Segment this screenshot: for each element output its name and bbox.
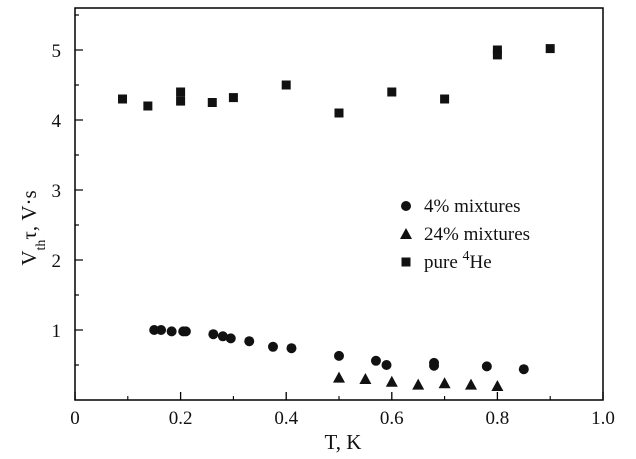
x-tick-label: 0.6 <box>380 408 404 429</box>
square-data-point <box>440 94 450 104</box>
tick-labels: 0 0.2 0.4 0.6 0.8 1.0 1 2 3 4 5 <box>52 41 615 429</box>
legend-label: 24% mixtures <box>424 224 530 245</box>
circle-data-point <box>156 325 167 335</box>
circle-data-point <box>225 333 236 344</box>
square-data-point <box>492 45 502 55</box>
legend-label: pure 4He <box>424 249 492 273</box>
circle-data-point <box>429 360 440 371</box>
plot-frame <box>74 7 604 401</box>
triangle-data-point <box>385 375 398 387</box>
legend-label-text-end: He <box>470 252 492 273</box>
circle-data-point <box>166 326 177 337</box>
legend-marker-circle <box>401 201 411 211</box>
triangle-data-point <box>333 371 345 383</box>
x-axis-title: T, K <box>325 430 362 454</box>
square-data-point <box>228 93 238 103</box>
square-data-point <box>492 50 502 60</box>
circle-data-point <box>381 360 392 370</box>
circle-data-point <box>334 350 344 361</box>
circle-data-point <box>481 361 492 372</box>
y-axis-title: Vthτ, V·s <box>17 190 49 265</box>
y-tick-label: 5 <box>52 41 62 62</box>
y-axis-title-rest: τ, V·s <box>17 190 41 239</box>
x-tick-label: 0.4 <box>274 408 298 429</box>
x-tick-label: 0.8 <box>486 408 510 429</box>
square-data-point <box>118 94 128 104</box>
square-data-point <box>334 108 344 118</box>
legend-label-text: 4% mixtures <box>424 196 521 217</box>
square-data-point <box>387 87 397 97</box>
y-tick-label: 2 <box>52 251 62 272</box>
square-data-point <box>176 96 186 106</box>
triangle-data-point <box>412 378 425 390</box>
x-tick-label: 1.0 <box>591 408 615 429</box>
square-data-point <box>281 80 291 90</box>
legend-label-text: pure <box>424 252 463 273</box>
square-data-point <box>207 98 217 107</box>
circle-data-point <box>286 343 297 354</box>
circle-data-point <box>149 325 160 335</box>
legend-label-text: 24% mixtures <box>424 224 530 245</box>
triangle-data-point <box>465 378 477 390</box>
circle-data-point <box>370 355 381 366</box>
circle-data-point <box>180 326 191 337</box>
x-tick-label: 0.2 <box>169 408 193 429</box>
y-axis-title-main: V <box>17 251 41 266</box>
x-tick-label: 0 <box>70 408 80 429</box>
triangle-data-point <box>491 380 504 391</box>
y-tick-label: 4 <box>52 111 62 132</box>
axes <box>74 7 604 401</box>
circle-data-point <box>208 329 219 340</box>
triangle-data-point <box>438 377 451 389</box>
square-data-point <box>545 44 555 54</box>
square-data-point <box>143 101 153 111</box>
circle-data-point <box>518 364 529 375</box>
y-tick-label: 3 <box>52 181 62 202</box>
legend: 4% mixtures 24% mixtures pure 4He <box>400 196 530 273</box>
square-data-point <box>176 87 186 97</box>
legend-marker-square <box>401 257 411 267</box>
circle-data-point <box>268 341 278 352</box>
y-tick-label: 1 <box>52 321 62 342</box>
data-points <box>118 44 555 391</box>
legend-marker-triangle <box>400 228 412 239</box>
legend-label-superscript: 4 <box>463 249 470 264</box>
circle-data-point <box>217 331 228 342</box>
y-axis-title-subscript: th <box>34 240 49 251</box>
legend-label: 4% mixtures <box>424 196 521 217</box>
circle-data-point <box>244 336 255 347</box>
triangle-data-point <box>359 373 372 384</box>
